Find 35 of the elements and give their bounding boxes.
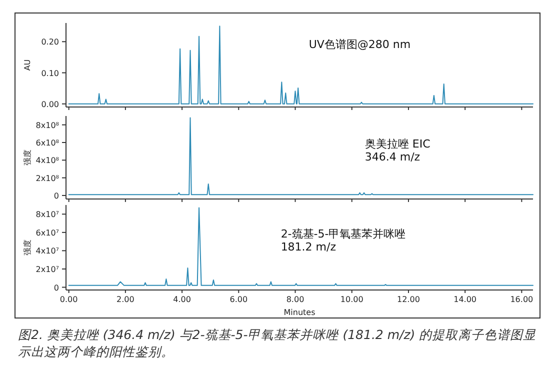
y-tick-label: 8x10⁷ <box>36 210 59 220</box>
y-axis-title: 强度 <box>23 150 32 166</box>
annotation: 346.4 m/z <box>364 150 420 164</box>
annotation: 2-巯基-5-甲氧基苯并咪唑 <box>280 227 406 240</box>
x-tick-label: 4.00 <box>173 295 191 304</box>
y-tick-label: 0.00 <box>41 100 59 109</box>
y-tick-label: 4x10⁷ <box>36 246 59 256</box>
caption: 图2. 奥美拉唑 (346.4 m/z) 与2-巯基-5-甲氧基苯并咪唑 (181.2 m/z) 的提取离子色谱图显示出这两个峰的阳性鉴别。 <box>18 326 538 360</box>
x-tick-label: 12.00 <box>397 295 420 304</box>
annotation: UV色谱图@280 nm <box>308 38 411 52</box>
y-tick-label: 0 <box>54 283 59 292</box>
y-axis-title: AU <box>23 59 32 71</box>
y-tick-label: 0.10 <box>41 68 59 78</box>
x-tick-label: 10.00 <box>340 295 364 304</box>
line-series <box>68 207 534 286</box>
y-tick-label: 2x10⁸ <box>36 174 59 183</box>
x-axis-title: Minutes <box>284 308 316 317</box>
annotation: 181.2 m/z <box>280 240 336 254</box>
y-tick-label: 6x10⁷ <box>36 228 59 238</box>
y-axis-title: 强度 <box>23 240 32 256</box>
x-tick-label: 6.00 <box>230 295 248 304</box>
annotation: 奥美拉唑 EIC <box>364 138 431 151</box>
y-tick-label: 4x10⁸ <box>36 156 59 166</box>
y-tick-label: 8x10⁸ <box>36 120 59 130</box>
y-tick-label: 2x10⁷ <box>36 264 59 274</box>
x-tick-label: 2.00 <box>116 295 134 304</box>
y-tick-label: 0 <box>54 191 59 200</box>
x-tick-label: 14.00 <box>454 295 477 304</box>
line-series <box>68 117 534 196</box>
x-tick-label: 8.00 <box>286 295 304 304</box>
x-tick-label: 0.00 <box>60 295 78 304</box>
y-tick-label: 6x10⁸ <box>36 138 59 148</box>
line-series <box>68 26 534 104</box>
x-tick-label: 16.00 <box>510 295 534 304</box>
y-tick-label: 0.20 <box>41 38 59 47</box>
